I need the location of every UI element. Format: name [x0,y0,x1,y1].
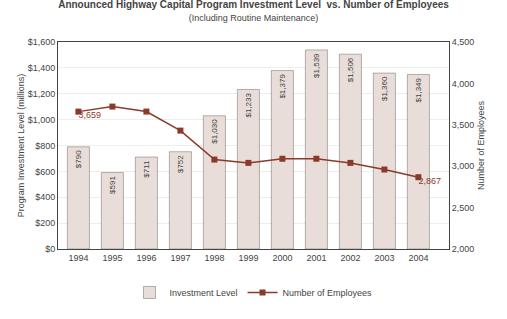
svg-text:1998: 1998 [204,253,224,263]
svg-text:$790: $790 [74,150,83,168]
svg-text:$1,000: $1,000 [28,115,56,125]
svg-text:$1,506: $1,506 [346,57,355,82]
svg-text:$200: $200 [35,218,55,228]
svg-text:3,000: 3,000 [452,161,475,171]
svg-text:Announced Highway Capital Prog: Announced Highway Capital Program Invest… [58,0,449,23]
svg-text:$1,400: $1,400 [28,63,56,73]
svg-text:4,500: 4,500 [452,37,475,47]
svg-text:Investment Level: Investment Level [170,288,238,298]
svg-text:1995: 1995 [102,253,122,263]
svg-text:$591: $591 [108,176,117,194]
svg-text:$400: $400 [35,192,55,202]
svg-text:2000: 2000 [272,253,292,263]
svg-text:3,500: 3,500 [452,120,475,130]
svg-text:1994: 1994 [68,253,88,263]
svg-text:1999: 1999 [238,253,258,263]
svg-text:2,867: 2,867 [418,176,441,186]
svg-text:2,500: 2,500 [452,203,475,213]
svg-text:$600: $600 [35,167,55,177]
svg-text:$1,200: $1,200 [28,89,56,99]
svg-text:1996: 1996 [136,253,156,263]
svg-text:2001: 2001 [306,253,326,263]
svg-text:$1,360: $1,360 [380,76,389,101]
svg-text:$0: $0 [45,244,55,254]
svg-text:2,000: 2,000 [452,244,475,254]
svg-text:2002: 2002 [340,253,360,263]
svg-text:$800: $800 [35,141,55,151]
svg-text:$711: $711 [142,160,151,178]
svg-text:$1,030: $1,030 [210,119,219,144]
svg-text:4,000: 4,000 [452,79,475,89]
svg-text:$1,233: $1,233 [244,92,253,117]
svg-text:$752: $752 [176,155,185,173]
svg-text:$1,379: $1,379 [278,74,287,99]
svg-text:2004: 2004 [408,253,428,263]
svg-text:Number of Employees: Number of Employees [476,100,486,190]
svg-text:1997: 1997 [170,253,190,263]
svg-text:Number of Employees: Number of Employees [283,288,373,298]
svg-text:2003: 2003 [374,253,394,263]
svg-text:$1,600: $1,600 [28,37,56,47]
svg-text:Program Investment Level (mill: Program Investment Level (millions) [16,74,26,218]
svg-text:$1,349: $1,349 [414,77,423,102]
svg-text:$1,539: $1,539 [312,53,321,78]
svg-text:3,659: 3,659 [78,110,101,120]
